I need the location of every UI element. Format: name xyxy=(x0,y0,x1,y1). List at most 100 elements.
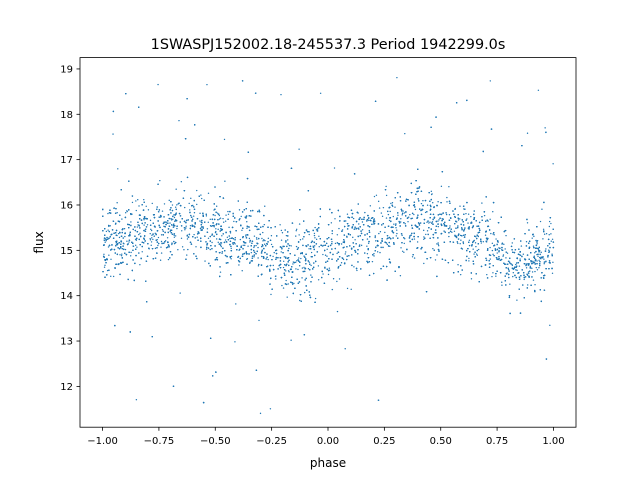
data-point xyxy=(307,190,310,192)
data-point xyxy=(371,216,374,219)
data-point xyxy=(132,259,134,261)
data-point xyxy=(352,236,354,239)
data-point xyxy=(337,251,340,253)
data-point xyxy=(210,244,212,247)
data-point xyxy=(539,253,541,256)
data-point xyxy=(476,249,478,252)
data-point xyxy=(237,200,240,202)
data-point xyxy=(160,252,163,254)
data-point xyxy=(474,235,476,237)
data-point xyxy=(283,272,286,275)
data-point xyxy=(475,273,477,275)
data-point xyxy=(293,282,295,285)
data-point xyxy=(467,213,470,215)
data-point xyxy=(424,237,426,240)
data-point xyxy=(185,221,187,224)
data-point xyxy=(245,234,247,236)
data-point xyxy=(387,213,390,216)
data-point xyxy=(296,248,299,251)
data-point xyxy=(109,236,111,238)
data-point xyxy=(322,253,324,256)
data-point xyxy=(367,248,369,250)
data-point xyxy=(120,243,122,245)
data-point xyxy=(534,263,536,265)
data-point xyxy=(459,218,461,220)
data-point xyxy=(135,254,137,257)
data-point xyxy=(537,89,540,92)
data-point xyxy=(536,263,538,265)
data-point xyxy=(299,239,302,241)
data-point xyxy=(283,245,285,248)
data-point xyxy=(545,233,548,235)
data-point xyxy=(234,237,237,239)
data-point xyxy=(418,228,420,230)
data-point xyxy=(248,226,250,228)
data-point xyxy=(339,215,341,218)
data-point xyxy=(538,246,540,249)
data-point xyxy=(543,258,545,260)
data-point xyxy=(216,233,218,236)
data-point xyxy=(319,208,322,210)
data-point xyxy=(404,223,406,225)
data-point xyxy=(532,279,535,281)
data-point xyxy=(410,234,412,236)
data-point xyxy=(392,232,395,234)
data-point xyxy=(258,209,260,212)
data-point xyxy=(221,228,224,231)
data-point xyxy=(206,244,208,246)
data-point xyxy=(411,212,414,215)
data-point xyxy=(283,269,286,271)
data-point xyxy=(287,235,289,237)
data-point xyxy=(441,219,443,222)
data-point xyxy=(336,234,339,236)
data-point xyxy=(472,260,474,263)
data-point xyxy=(468,228,471,230)
data-point xyxy=(143,219,145,221)
data-point xyxy=(337,209,340,212)
data-point xyxy=(186,176,189,179)
data-point xyxy=(416,216,419,218)
data-point xyxy=(437,223,439,225)
data-point xyxy=(118,248,121,250)
data-point xyxy=(157,83,159,86)
data-point xyxy=(145,226,148,228)
data-point xyxy=(222,221,225,223)
data-point xyxy=(501,249,504,251)
data-point xyxy=(164,241,166,243)
data-point xyxy=(547,245,549,247)
data-point xyxy=(215,238,218,240)
data-point xyxy=(172,218,174,221)
data-point xyxy=(314,226,316,229)
data-point xyxy=(214,186,216,188)
data-point xyxy=(229,237,231,240)
data-point xyxy=(160,234,163,236)
data-point xyxy=(274,226,276,228)
data-point xyxy=(130,213,132,215)
data-point xyxy=(374,100,377,103)
data-point xyxy=(437,237,439,239)
data-point xyxy=(443,230,445,232)
data-point xyxy=(119,273,121,276)
data-point xyxy=(311,240,314,242)
data-point xyxy=(174,206,177,208)
data-point xyxy=(180,225,183,227)
data-point xyxy=(457,226,459,229)
data-point xyxy=(229,240,232,243)
data-point xyxy=(170,212,172,214)
data-point xyxy=(454,216,456,219)
data-point xyxy=(234,243,236,245)
data-point xyxy=(168,199,170,202)
data-point xyxy=(196,189,198,192)
data-point xyxy=(210,225,212,227)
data-point xyxy=(142,209,145,211)
data-point xyxy=(497,258,499,261)
data-point xyxy=(549,217,552,219)
data-point xyxy=(203,199,205,202)
data-point xyxy=(531,271,534,273)
data-point xyxy=(281,232,284,234)
data-point xyxy=(207,192,210,194)
data-point xyxy=(251,257,254,259)
data-point xyxy=(170,232,173,234)
data-point xyxy=(118,236,121,239)
